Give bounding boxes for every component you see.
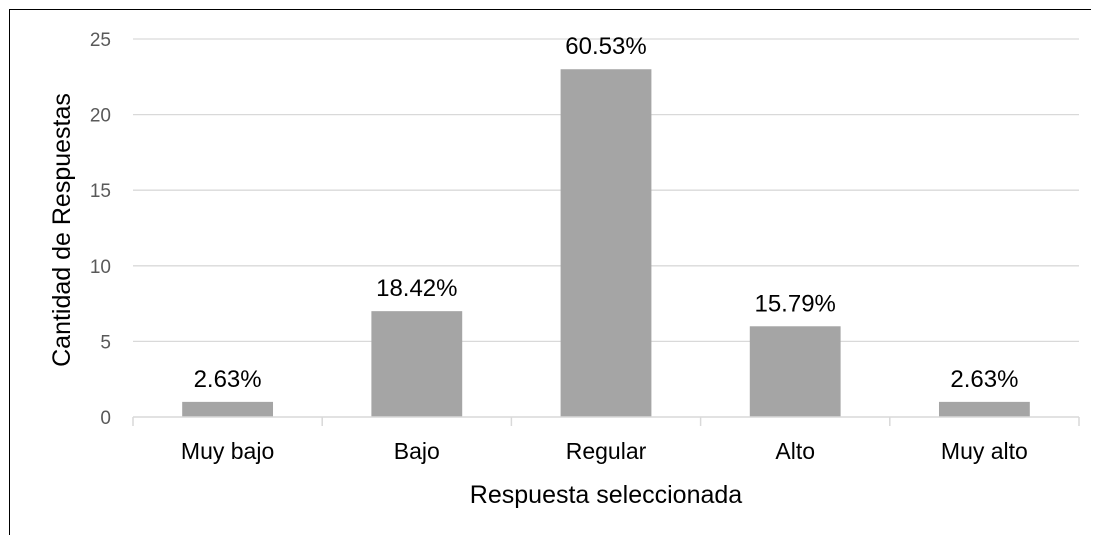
data-label: 2.63%	[950, 366, 1018, 393]
data-label: 15.79%	[754, 290, 835, 317]
data-label: 18.42%	[376, 275, 457, 302]
bar	[560, 69, 652, 418]
bar	[182, 401, 274, 417]
category-label: Regular	[566, 438, 647, 464]
data-labels: 2.63% 18.42% 60.53% 15.79% 2.63%	[194, 33, 1019, 393]
category-labels: Muy bajo Bajo Regular Alto Muy alto	[181, 438, 1028, 464]
y-tick-label: 10	[90, 257, 111, 278]
y-tick-label: 0	[100, 408, 111, 429]
bar	[371, 311, 463, 417]
y-tick-labels: 0 5 10 15 20 25	[90, 30, 111, 429]
bar	[938, 401, 1030, 417]
chart-frame	[9, 9, 1091, 535]
x-axis-title: Respuesta seleccionada	[470, 481, 742, 509]
bar	[749, 326, 841, 417]
category-label: Muy bajo	[181, 438, 274, 464]
y-tick-label: 15	[90, 181, 111, 202]
x-axis	[132, 416, 1080, 426]
y-tick-label: 20	[90, 106, 111, 127]
y-tick-label: 5	[100, 332, 111, 353]
data-label: 60.53%	[565, 33, 646, 60]
category-label: Bajo	[394, 438, 440, 464]
data-label: 2.63%	[194, 366, 262, 393]
category-label: Muy alto	[941, 438, 1028, 464]
category-label: Alto	[775, 438, 815, 464]
bars	[182, 69, 1030, 418]
y-tick-label: 25	[90, 30, 111, 51]
y-axis-title: Cantidad de Respuestas	[48, 93, 76, 367]
